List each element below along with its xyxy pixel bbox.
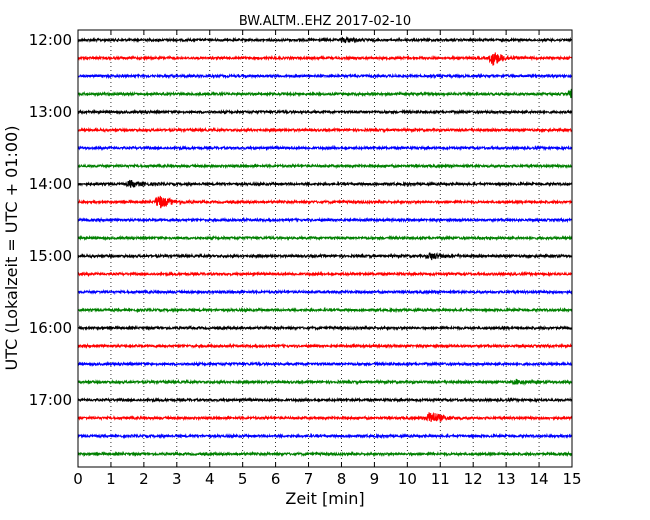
x-tick-label: 5 — [238, 470, 248, 488]
y-axis: 12:00 13:00 14:00 15:00 16:00 17:00 — [29, 31, 572, 409]
y-tick-label: 15:00 — [29, 247, 72, 265]
x-tick-label: 9 — [370, 470, 380, 488]
x-tick-label: 13 — [497, 470, 516, 488]
x-tick-label: 15 — [562, 470, 581, 488]
trace-1500 — [77, 252, 573, 261]
y-tick-label: 13:00 — [29, 103, 72, 121]
chart-title: BW.ALTM..EHZ 2017-02-10 — [239, 14, 411, 29]
trace-1645 — [77, 378, 573, 386]
trace-1515 — [77, 270, 573, 278]
trace-1730 — [77, 432, 573, 440]
grid-lines — [110, 30, 540, 467]
trace-1230 — [77, 72, 573, 80]
trace-1200 — [77, 35, 573, 44]
trace-1345 — [77, 162, 573, 170]
x-tick-label: 12 — [464, 470, 483, 488]
trace-1745 — [77, 450, 573, 458]
trace-1400 — [77, 179, 573, 188]
y-tick-label: 17:00 — [29, 391, 72, 409]
x-tick-label: 10 — [398, 470, 417, 488]
trace-1245 — [77, 88, 573, 99]
x-axis-label: Zeit [min] — [285, 489, 364, 508]
trace-1715 — [77, 411, 573, 423]
trace-1545 — [77, 306, 573, 314]
x-axis: 0 1 2 3 4 5 6 7 8 9 10 11 12 13 14 15 — [73, 30, 582, 488]
trace-1415 — [77, 195, 573, 209]
trace-1445 — [77, 234, 573, 242]
trace-1600 — [77, 324, 573, 332]
trace-1330 — [77, 144, 573, 152]
x-tick-label: 6 — [271, 470, 281, 488]
x-tick-label: 3 — [172, 470, 182, 488]
y-axis-label: UTC (Lokalzeit = UTC + 01:00) — [2, 126, 21, 371]
x-tick-label: 11 — [431, 470, 450, 488]
trace-1300 — [77, 108, 573, 116]
trace-1615 — [77, 342, 573, 350]
trace-1630 — [77, 360, 573, 368]
trace-1700 — [77, 396, 573, 404]
x-tick-label: 0 — [73, 470, 83, 488]
x-tick-label: 8 — [337, 470, 347, 488]
y-tick-label: 12:00 — [29, 31, 72, 49]
trace-1315 — [77, 126, 573, 134]
y-tick-label: 14:00 — [29, 175, 72, 193]
trace-1530 — [77, 288, 573, 296]
trace-1215 — [77, 52, 573, 66]
x-tick-label: 4 — [205, 470, 215, 488]
y-tick-label: 16:00 — [29, 319, 72, 337]
x-tick-label: 2 — [139, 470, 149, 488]
plot-frame — [77, 29, 573, 468]
x-tick-label: 1 — [106, 470, 116, 488]
trace-1430 — [77, 216, 573, 224]
x-tick-label: 14 — [530, 470, 549, 488]
trace-group — [77, 35, 573, 458]
x-tick-label: 7 — [304, 470, 314, 488]
